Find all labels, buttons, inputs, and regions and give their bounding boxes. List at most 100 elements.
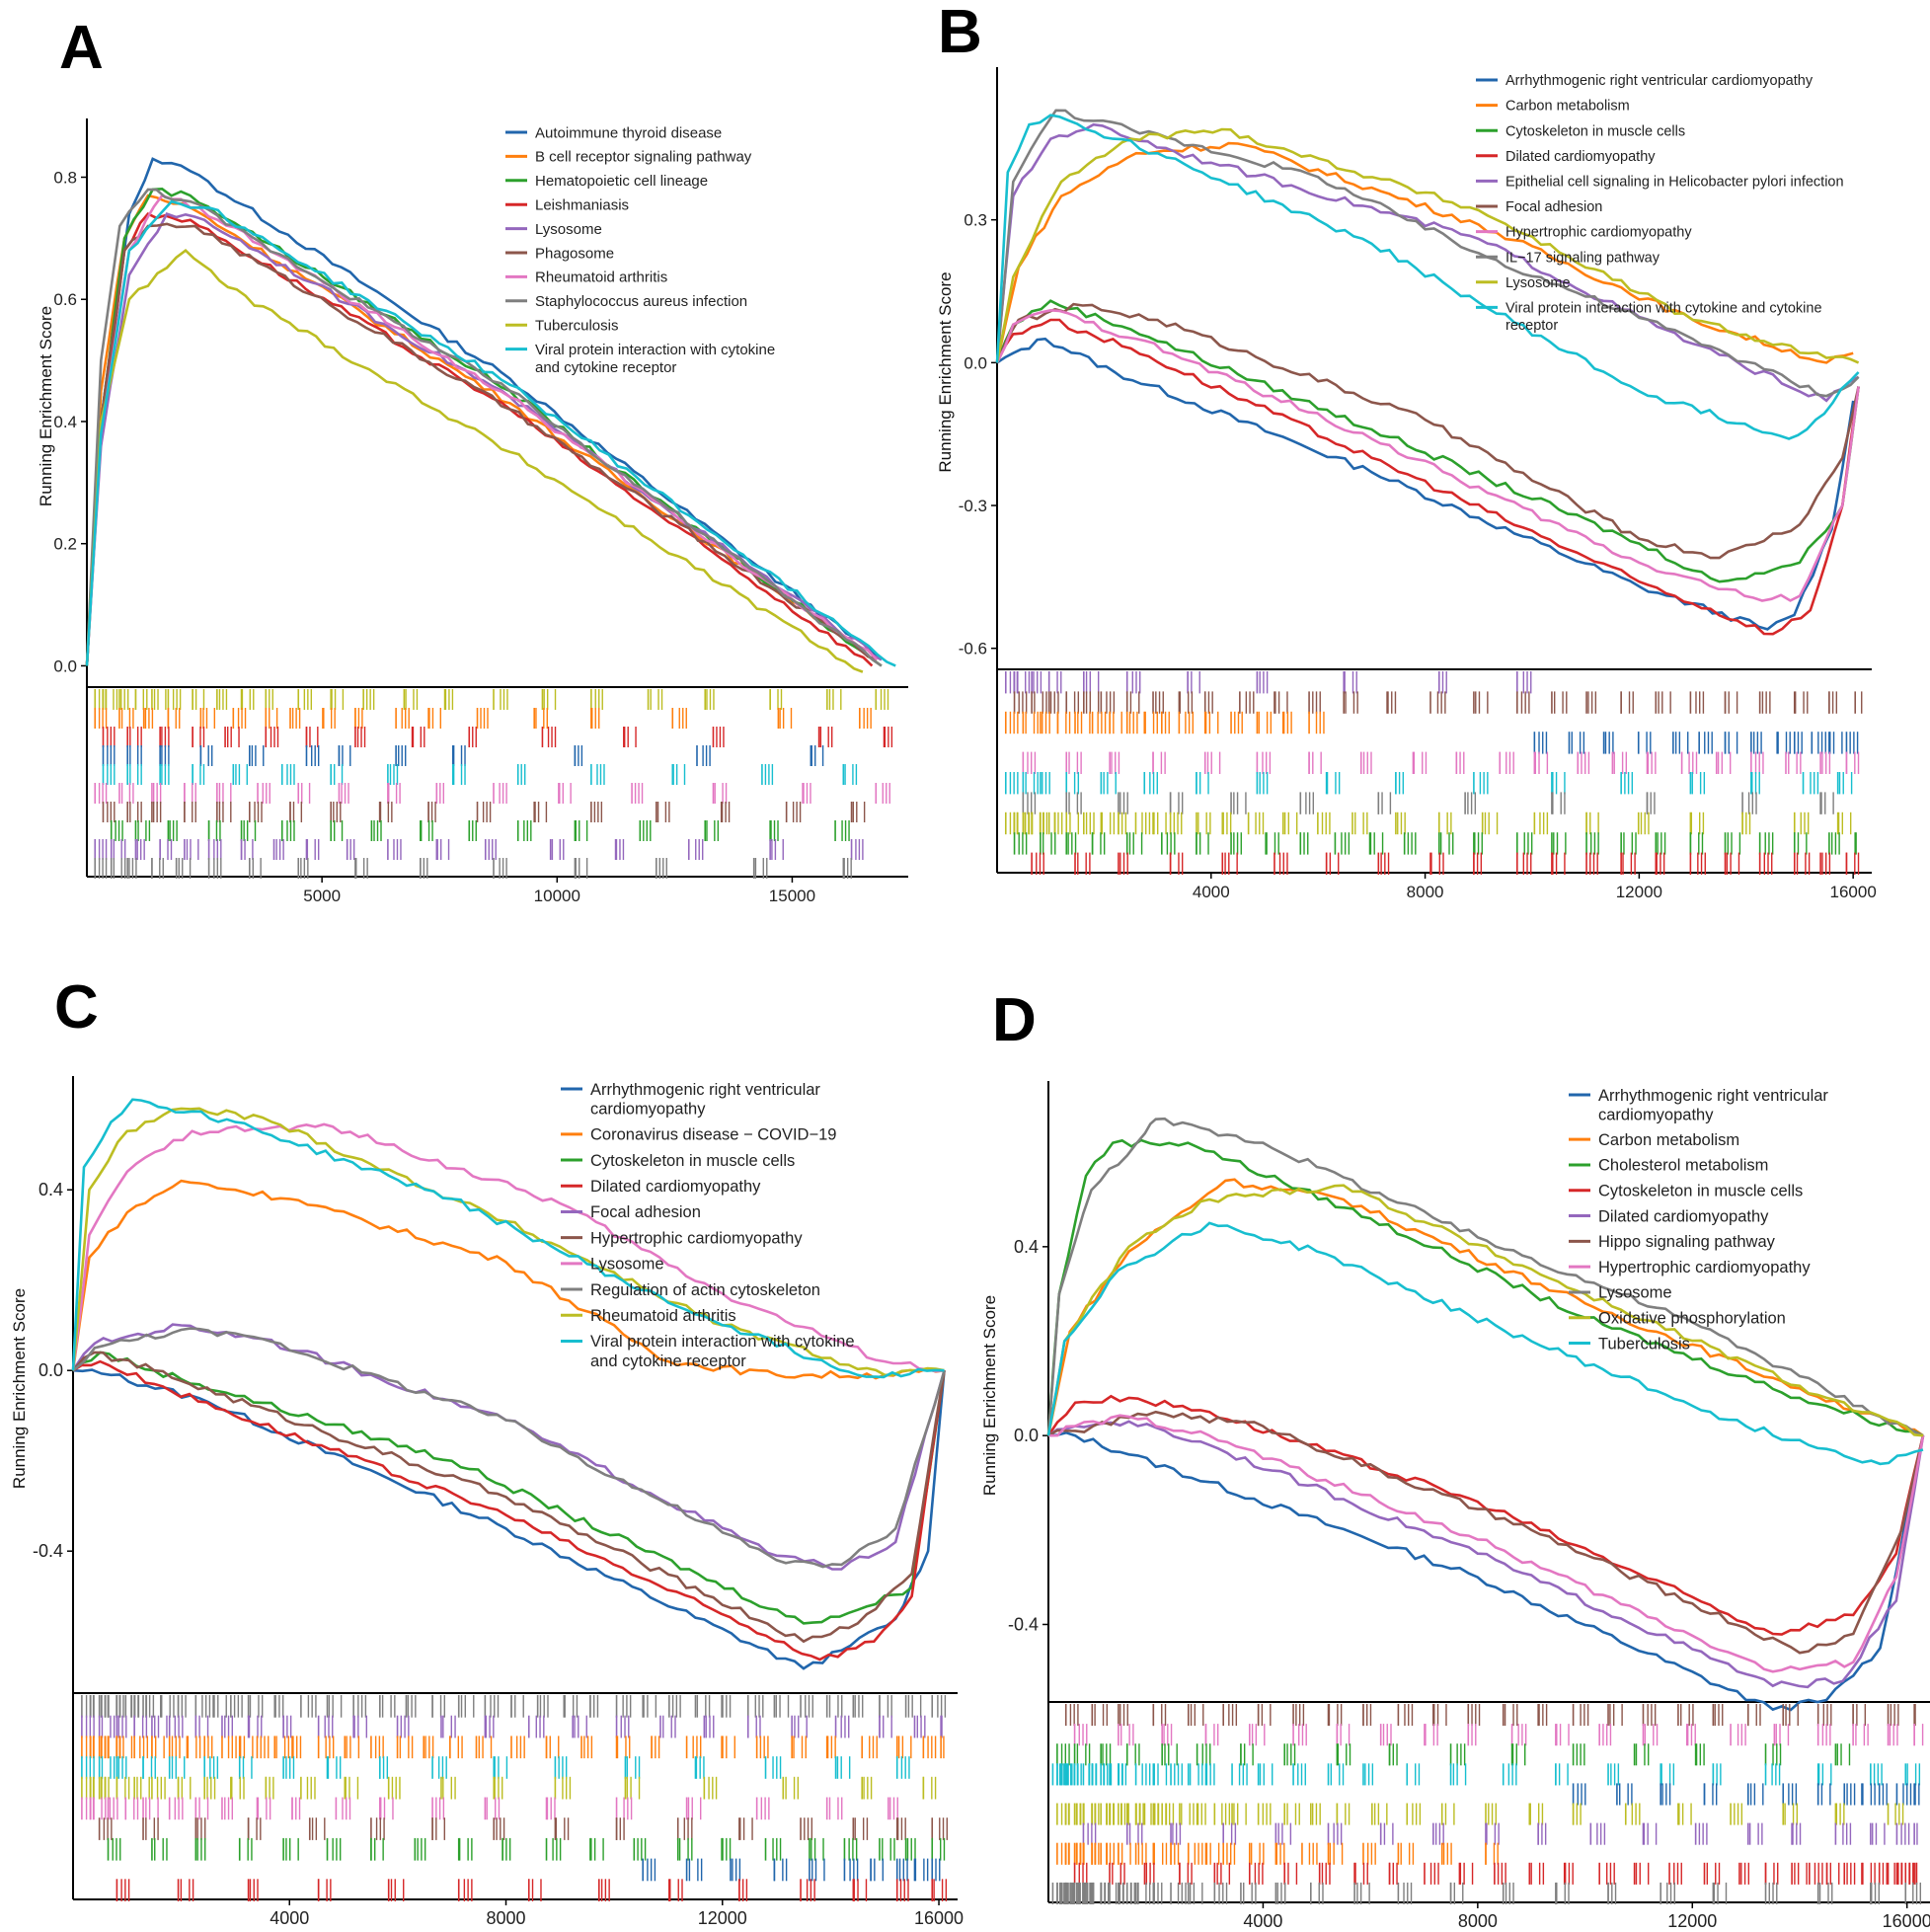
x-tick-label-b: 16000 (1830, 883, 1877, 901)
series-line-phagosome (85, 222, 878, 666)
legend-label-viral-protein-interaction-with-cytokine-and-cytokine-receptor: Viral protein interaction with cytokine a… (590, 1333, 855, 1370)
legend-label-carbon-metabolism: Carbon metabolism (1505, 99, 1630, 115)
legend-label-hematopoietic-cell-lineage: Hematopoietic cell lineage (535, 173, 708, 190)
legend-label-viral-protein-interaction-with-cytokine-and-cytokine-receptor: Viral protein interaction with cytokine a… (535, 342, 775, 376)
legend-label-cytoskeleton-in-muscle-cells: Cytoskeleton in muscle cells (1598, 1183, 1803, 1200)
y-tick-label-b: -0.6 (959, 640, 987, 658)
legend-label-cytoskeleton-in-muscle-cells: Cytoskeleton in muscle cells (1505, 123, 1685, 139)
y-tick-label-d: 0.4 (1014, 1237, 1039, 1257)
legend-label-viral-protein-interaction-with-cytokine-and-cytokine-receptor: Viral protein interaction with cytokine … (1505, 300, 1822, 333)
y-tick-label-d: -0.4 (1008, 1614, 1039, 1634)
x-tick-label-d: 12000 (1667, 1911, 1717, 1931)
series-line-cytoskeleton-in-muscle-cells (72, 1351, 946, 1625)
x-tick-label-c: 4000 (270, 1908, 309, 1928)
legend-label-arrhythmogenic-right-ventricular-cardiomyopathy: Arrhythmogenic right ventricular cardiomy… (590, 1081, 820, 1119)
y-tick-label-b: 0.0 (964, 353, 987, 372)
legend-label-lysosome: Lysosome (1505, 275, 1571, 291)
series-line-lysosome (71, 1122, 945, 1373)
series-line-lysosome (85, 211, 883, 666)
legend-label-cytoskeleton-in-muscle-cells: Cytoskeleton in muscle cells (590, 1152, 795, 1170)
legend-label-rheumatoid-arthritis: Rheumatoid arthritis (535, 270, 667, 286)
legend-label-autoimmune-thyroid-disease: Autoimmune thyroid disease (535, 124, 722, 141)
legend-label-staphylococcus-aureus-infection: Staphylococcus aureus infection (535, 293, 747, 310)
y-tick-label-c: 0.0 (39, 1360, 63, 1380)
x-tick-label-d: 8000 (1458, 1911, 1498, 1931)
series-line-leishmaniasis (85, 211, 874, 667)
legend-label-cholesterol-metabolism: Cholesterol metabolism (1598, 1157, 1768, 1175)
series-line-dilated-cardiomyopathy (995, 318, 1860, 636)
legend-label-carbon-metabolism: Carbon metabolism (1598, 1131, 1739, 1149)
series-line-oxidative-phosphorylation (1046, 1184, 1924, 1437)
hit-rug-d (1051, 1704, 1924, 1904)
y-tick-label-a: 0.0 (53, 657, 77, 675)
series-line-carbon-metabolism (1046, 1178, 1924, 1437)
y-tick-label-b: -0.3 (959, 497, 987, 515)
series-line-tuberculosis (85, 248, 864, 673)
legend-label-hippo-signaling-pathway: Hippo signaling pathway (1598, 1233, 1776, 1251)
panel-label-c: C (54, 973, 99, 1042)
series-line-focal-adhesion (995, 302, 1860, 560)
panel-a: 0.0 0.2 0.4 0.6 0.8 5000 10000 15000 Running Enr… (37, 118, 908, 905)
series-line-coronavirus-disease-covid-19 (71, 1179, 945, 1380)
legend-label-hypertrophic-cardiomyopathy: Hypertrophic cardiomyopathy (590, 1229, 803, 1247)
series-line-regulation-of-actin-cytoskeleton (72, 1327, 946, 1569)
legend-label-il-17-signaling-pathway: IL−17 signaling pathway (1505, 250, 1660, 266)
legend-label-regulation-of-actin-cytoskeleton: Regulation of actin cytoskeleton (590, 1281, 820, 1299)
x-tick-label-b: 4000 (1193, 883, 1230, 901)
series-lines-b (995, 109, 1860, 636)
series-line-cholesterol-metabolism (1046, 1138, 1924, 1437)
x-tick-label-a: 15000 (769, 887, 815, 905)
series-line-arrhythmogenic-right-ventricular-cardiomyopathy (996, 337, 1855, 631)
y-axis-title-d: Running Enrichment Score (980, 1295, 999, 1496)
y-tick-label-a: 0.2 (53, 535, 77, 554)
legend-label-dilated-cardiomyopathy: Dilated cardiomyopathy (1598, 1207, 1769, 1225)
x-tick-label-c: 16000 (914, 1908, 964, 1928)
series-line-il-17-signaling-pathway (995, 109, 1860, 398)
panel-label-b: B (938, 0, 982, 66)
series-line-cytoskeleton-in-muscle-cells (995, 299, 1860, 583)
x-tick-label-b: 12000 (1616, 883, 1662, 901)
series-line-viral-protein-interaction-with-cytokine-and-cytokine-receptor (85, 199, 896, 667)
x-tick-label-a: 10000 (534, 887, 580, 905)
x-tick-label-c: 8000 (486, 1908, 525, 1928)
series-line-hypertrophic-cardiomyopathy (1047, 1414, 1925, 1673)
y-tick-label-d: 0.0 (1014, 1426, 1039, 1445)
y-axis-title-c: Running Enrichment Score (10, 1288, 29, 1489)
legend-label-phagosome: Phagosome (535, 245, 614, 262)
legend-label-b-cell-receptor-signaling-pathway: B cell receptor signaling pathway (535, 149, 752, 166)
x-tick-label-a: 5000 (303, 887, 341, 905)
legend-label-leishmaniasis: Leishmaniasis (535, 196, 629, 213)
legend-label-tuberculosis: Tuberculosis (1598, 1335, 1690, 1352)
x-tick-label-d: 4000 (1243, 1911, 1282, 1931)
legend-label-epithelial-cell-signaling-in-helicobacter-pylori-infection: Epithelial cell signaling in Helicobacte… (1505, 174, 1844, 190)
legend-label-arrhythmogenic-right-ventricular-cardiomyopathy: Arrhythmogenic right ventricular cardiom… (1505, 73, 1814, 89)
series-lines-c (71, 1098, 946, 1670)
series-line-viral-protein-interaction-with-cytokine-and-cytokine-receptor (995, 114, 1860, 440)
series-line-lysosome (995, 127, 1860, 364)
y-axis-title-b: Running Enrichment Score (936, 271, 955, 472)
series-line-dilated-cardiomyopathy (72, 1359, 946, 1662)
series-line-lysosome (1046, 1117, 1924, 1437)
series-line-viral-protein-interaction-with-cytokine-and-cytokine-receptor (71, 1098, 945, 1379)
legend-label-focal-adhesion: Focal adhesion (590, 1203, 701, 1221)
legend-c: Arrhythmogenic right ventricular cardiomy… (561, 1081, 855, 1370)
y-tick-label-a: 0.8 (53, 168, 77, 187)
legend-label-rheumatoid-arthritis: Rheumatoid arthritis (590, 1307, 736, 1325)
series-line-tuberculosis (1046, 1221, 1924, 1466)
y-tick-label-c: 0.4 (39, 1180, 63, 1199)
x-tick-label-b: 8000 (1407, 883, 1444, 901)
y-tick-label-a: 0.6 (53, 290, 77, 309)
y-axis-title-a: Running Enrichment Score (37, 306, 55, 506)
legend-label-dilated-cardiomyopathy: Dilated cardiomyopathy (590, 1178, 761, 1196)
series-line-hypertrophic-cardiomyopathy (72, 1351, 946, 1644)
legend-label-lysosome: Lysosome (590, 1256, 664, 1274)
x-tick-label-d: 16000 (1883, 1911, 1930, 1931)
series-line-hypertrophic-cardiomyopathy (995, 308, 1860, 602)
legend-label-focal-adhesion: Focal adhesion (1505, 199, 1602, 215)
legend-b: Arrhythmogenic right ventricular cardiom… (1476, 73, 1844, 334)
legend-label-coronavirus-disease-covid-19: Coronavirus disease − COVID−19 (590, 1126, 836, 1144)
hit-rug-a (94, 689, 893, 879)
legend-d: Arrhythmogenic right ventricular cardiomy… (1569, 1087, 1828, 1352)
hit-rug-c (81, 1695, 948, 1901)
